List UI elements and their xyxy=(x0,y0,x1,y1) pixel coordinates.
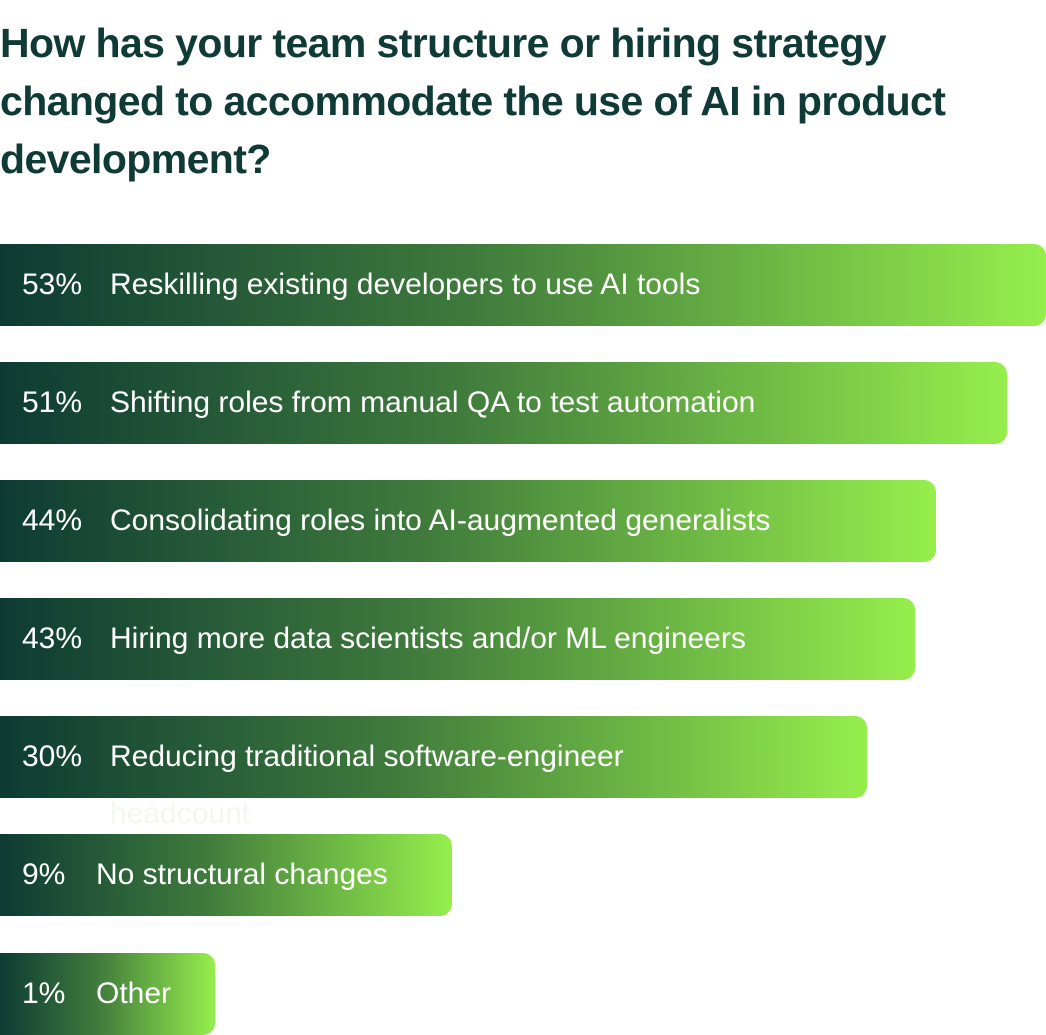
bar-percent-label: 1% xyxy=(22,977,66,1010)
bar-category-label: Other xyxy=(96,977,172,1010)
bar-percent-label: 43% xyxy=(22,622,83,655)
bar-percent-label: 30% xyxy=(22,740,83,773)
bar-category-label: Reducing traditional software-engineer xyxy=(110,740,624,773)
bar-category-label: No structural changes xyxy=(96,858,388,891)
bar: 43% Hiring more data scientists and/or ML… xyxy=(0,598,915,680)
bar-percent-label: 53% xyxy=(22,268,83,301)
bar-category-label: Consolidating roles into AI-augmented ge… xyxy=(110,504,771,537)
bar-category-label: Reskilling existing developers to use AI… xyxy=(110,268,701,301)
bar: 44% Consolidating roles into AI-augmented… xyxy=(0,480,936,562)
bar-percent-label: 51% xyxy=(22,386,83,419)
bar: 1% Other xyxy=(0,953,215,1035)
bar-category-label-continued: headcount xyxy=(110,797,251,830)
bar: 53% Reskilling existing developers to use… xyxy=(0,244,1046,326)
bar-category-label: Shifting roles from manual QA to test au… xyxy=(110,386,756,419)
bar-percent-label: 44% xyxy=(22,504,83,537)
bar: 9% No structural changes xyxy=(0,834,452,916)
bar: 51% Shifting roles from manual QA to test… xyxy=(0,362,1007,444)
chart-title: How has your team structure or hiring st… xyxy=(0,20,946,182)
bar-category-label: Hiring more data scientists and/or ML en… xyxy=(110,622,746,655)
bar: 30% Reducing traditional software-enginee… xyxy=(0,716,867,798)
bar-percent-label: 9% xyxy=(22,858,66,891)
